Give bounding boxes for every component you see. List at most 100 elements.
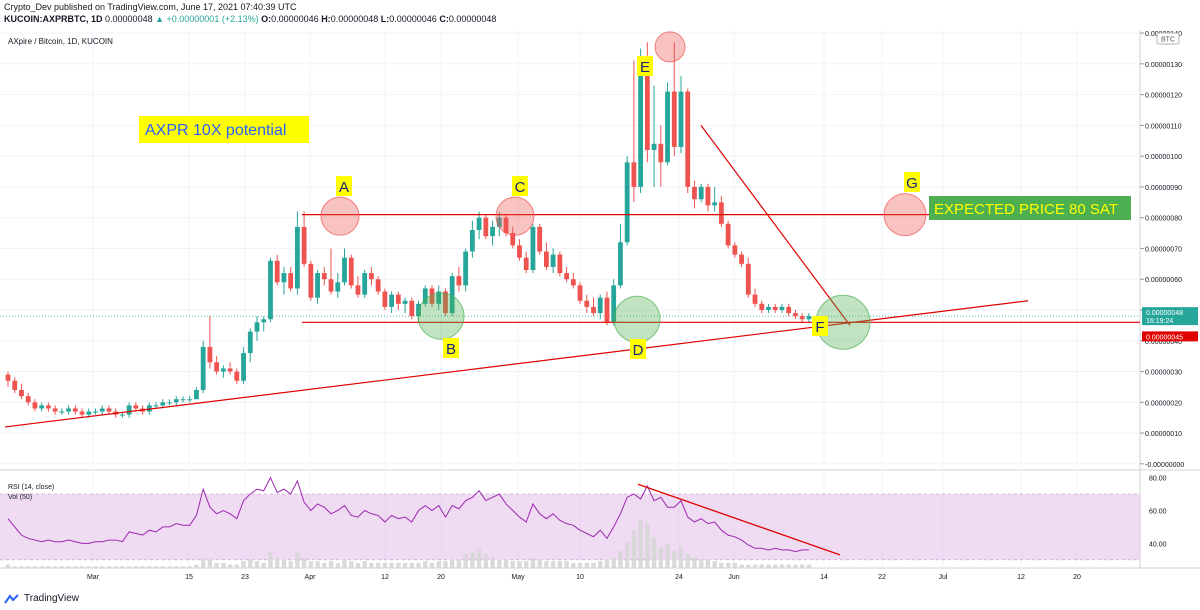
candle-up [39,405,45,409]
volume-bar [241,561,246,568]
candle-down [671,91,677,147]
volume-bar [126,566,132,568]
volume-bar [335,562,340,568]
volume-bar [315,561,320,568]
time-tick-label: 12 [381,574,389,581]
price-chart[interactable]: A B C D E F G AXPR 10X potential EXPECTED PRICE … [0,0,1200,590]
open-value: 0.00000046 [271,14,319,24]
volume-bar [227,564,233,568]
low-label: L: [380,14,390,24]
volume-bar [591,562,596,568]
rsi-tick-label: 60.00 [1149,509,1167,516]
currency-badge-box [1156,32,1180,45]
currency-badge[interactable]: BTC [1161,37,1175,44]
point-label-box [904,172,920,192]
candle-down [214,362,220,372]
candle-up [180,399,186,401]
volume-bar [39,566,44,568]
volume-bar [73,566,78,568]
volume-bar [174,566,179,568]
candle-up [173,399,179,403]
candle-up [99,408,105,412]
candle-up [146,405,152,412]
candle-down [745,263,751,295]
volume-bar [402,562,408,568]
volume-bar [160,566,165,568]
volume-bar [46,566,51,568]
time-tick-label: Apr [305,574,317,581]
volume-bar [268,552,273,568]
drawing-overlays: A B C D E F G AXPR 10X potential EXPECTED PRICE … [4,31,1140,428]
volume-bar [739,564,744,568]
volume-bar [416,562,421,568]
candle-down [45,405,51,409]
volume-bar [618,550,623,568]
volume-bar [524,561,529,568]
volume-bar [773,564,778,568]
rsi-band [0,494,1140,560]
volume-bar [806,564,812,568]
volume-bar [571,562,576,568]
price-tick-label: 0.00000070 [1145,246,1182,253]
candle-down [692,186,697,200]
candle-up [194,390,199,400]
candle-down [705,186,711,206]
volume-bar [295,552,300,568]
time-tick-label: Jul [939,574,948,581]
volume-bar [429,562,435,568]
candle-up [153,405,159,407]
volume-bar [483,554,489,568]
target-label: EXPECTED PRICE 80 SAT [934,201,1118,218]
candle-down [644,63,650,150]
highlight-circle [417,292,465,340]
volume-bar [672,550,677,568]
candle-down [759,303,765,310]
footer-brand: TradingView [4,593,79,604]
candle-up [93,411,98,413]
volume-bar [557,561,563,568]
rsi-trendline [637,483,841,556]
candle-up [402,300,408,304]
ohlc-line: KUCOIN:AXPRBTC, 1D 0.00000048 ▲ +0.00000… [4,14,496,24]
last-price-tag: 0.00000048 [1146,310,1183,317]
volume-bar [443,561,448,568]
support-price-tag: 0.00000045 [1146,334,1183,341]
candles [5,42,812,418]
volume-bar [362,561,367,568]
candle-down [799,316,805,320]
volume-bar [248,559,253,568]
candle-up [490,226,495,237]
volume-bar [59,566,65,568]
price-tick-label: 0.00000100 [1145,154,1182,161]
time-tick-label: 23 [241,574,249,581]
volume-bar [25,566,31,568]
candle-down [739,254,744,264]
candle-up [436,291,442,304]
candle-down [718,202,724,224]
volume-bar [288,561,293,568]
volume-bar [234,564,240,568]
last-price-countdown: 16:19:24 [1146,318,1173,325]
time-tick-label: 10 [576,574,584,581]
candle-up [200,346,206,390]
target-box [929,196,1131,220]
candle-down [570,279,576,286]
candle-down [409,300,415,317]
candle-up [530,226,536,270]
candle-up [422,288,428,304]
candle-up [294,226,300,289]
price-tick-label: 0.00000010 [1145,431,1182,438]
point-label: G [906,175,918,192]
candle-down [308,263,314,298]
volume-bar [604,559,610,568]
volume-bar [793,564,798,568]
volume-bar [685,554,690,568]
candle-down [510,233,516,246]
candle-down [537,226,543,252]
volume-bar [577,562,583,568]
candle-down [234,371,240,381]
volume-bar [725,562,731,568]
high-label: H: [321,14,331,24]
volume-bar [766,564,771,568]
candle-up [463,251,469,286]
